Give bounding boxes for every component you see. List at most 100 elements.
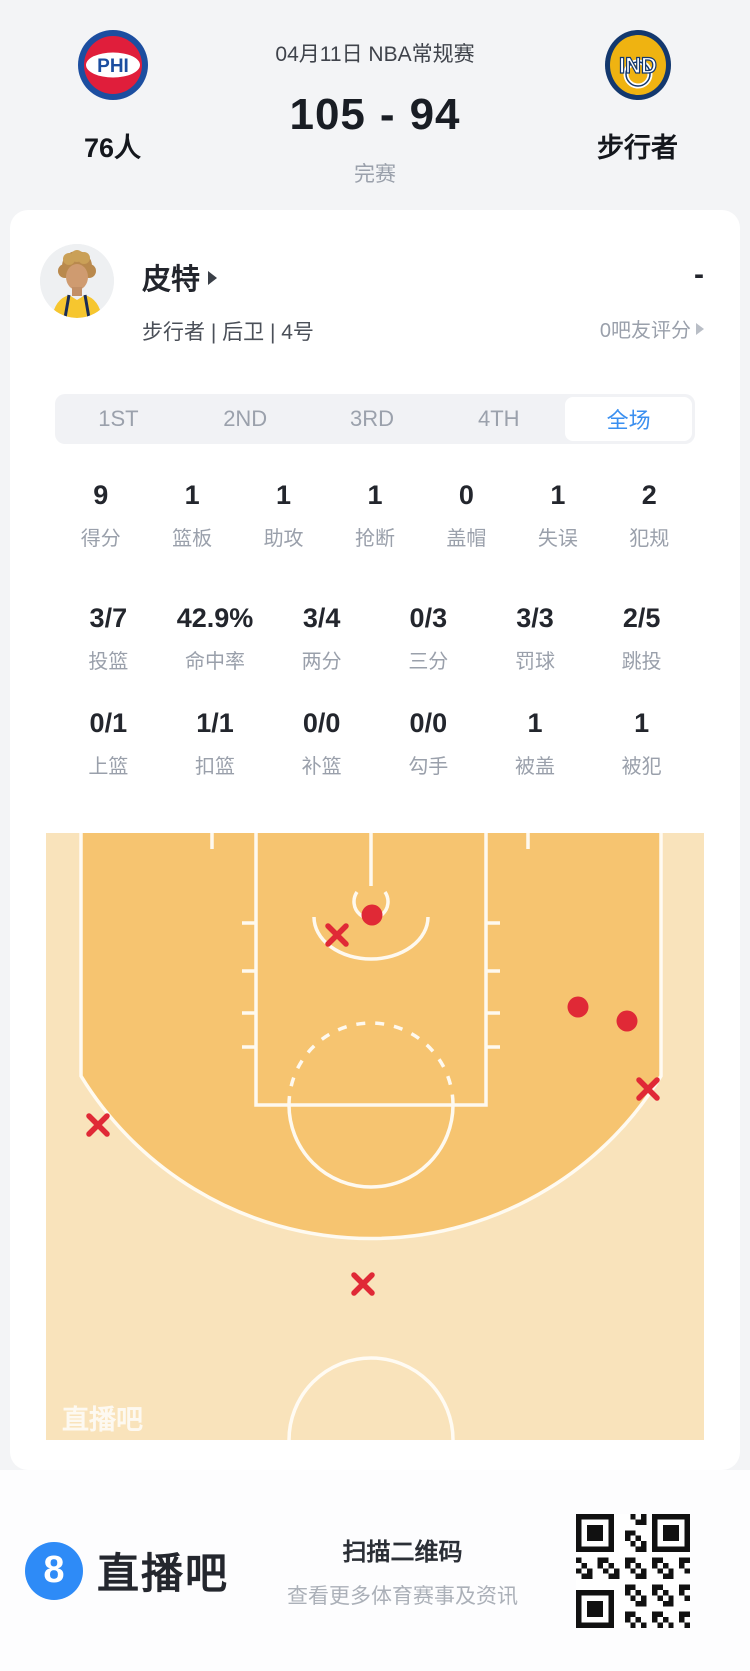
restricted-area-arc [312, 916, 430, 961]
away-team-name: 步行者 [597, 133, 678, 163]
court-watermark: 直播吧 [62, 1405, 143, 1435]
stat-label: 被犯 [621, 756, 662, 778]
away-score: 94 [409, 90, 461, 139]
brand-group[interactable]: 8 直播吧 [25, 1540, 229, 1601]
shot-miss-marker [86, 1113, 110, 1137]
scoreboard: PHI 76人 04月11日 NBA常规赛 105 - 94 完赛 IND 步行… [0, 0, 750, 210]
tab-2nd[interactable]: 2ND [223, 406, 268, 431]
player-header: 皮特 步行者 | 后卫 | 4号 - 0吧友评分 [10, 210, 740, 346]
free-throw-circle-solid [287, 1104, 455, 1189]
stat-label: 助攻 [263, 528, 304, 550]
stat-fg: 3/7 投篮 [55, 603, 162, 674]
stat-fouled: 1 被犯 [588, 708, 695, 779]
player-name: 皮特 [142, 264, 201, 296]
stat-label: 勾手 [408, 756, 449, 778]
match-center: 04月11日 NBA常规赛 105 - 94 完赛 [225, 22, 525, 210]
stat-value: 1 [527, 708, 543, 738]
player-info: 皮特 步行者 | 后卫 | 4号 [142, 244, 314, 346]
stat-value: 1 [634, 708, 650, 738]
stat-blocks: 0 盖帽 [421, 480, 512, 551]
rating-link[interactable]: 0吧友评分 [600, 314, 704, 343]
free-throw-circle-dashed [287, 1021, 455, 1106]
stats-row-detail: 0/1 上篮 1/1 扣篮 0/0 补篮 0/0 勾手 1 被盖 1 被犯 [55, 708, 695, 779]
stat-label: 扣篮 [194, 756, 235, 778]
scan-title: 扫描二维码 [342, 1538, 463, 1566]
stat-value: 42.9% [176, 603, 254, 633]
zhibo8-logo-icon: 8 [25, 1541, 83, 1600]
stats-row-basic: 9 得分 1 篮板 1 助攻 1 抢断 0 盖帽 1 失误 2 犯规 [55, 480, 695, 551]
stat-ft: 3/3 罚球 [482, 603, 589, 674]
stat-points: 9 得分 [55, 480, 146, 551]
rating-value: - [694, 258, 704, 291]
stat-value: 0 [458, 480, 474, 510]
svg-text:PHI: PHI [97, 56, 129, 77]
stat-rebounds: 1 篮板 [146, 480, 237, 551]
tab-1st[interactable]: 1ST [98, 406, 139, 431]
court-inside-arc-area [81, 833, 661, 1239]
ind-team-logo-icon: IND [604, 30, 671, 100]
scan-subtitle: 查看更多体育赛事及资讯 [287, 1584, 518, 1608]
stat-label: 盖帽 [446, 528, 487, 550]
shot-chart: 直播吧 [46, 833, 704, 1441]
tab-3rd[interactable]: 3RD [349, 406, 394, 431]
lane-hash-marks [242, 921, 500, 1049]
stat-value: 2 [641, 480, 657, 510]
stat-fouls: 2 犯规 [604, 480, 695, 551]
away-team[interactable]: IND 步行者 [525, 22, 750, 210]
shot-make-marker [616, 1010, 638, 1032]
rating-block: - 0吧友评分 [600, 244, 704, 343]
stat-value: 3/4 [302, 603, 341, 633]
stat-assists: 1 助攻 [238, 480, 329, 551]
stat-3pt: 0/3 三分 [375, 603, 482, 674]
stat-steals: 1 抢断 [329, 480, 420, 551]
home-score: 105 [289, 90, 366, 139]
stat-value: 0/0 [409, 708, 448, 738]
stat-value: 0/3 [409, 603, 448, 633]
player-name-caret-icon [208, 271, 218, 285]
player-avatar[interactable] [40, 244, 114, 318]
stat-label: 得分 [80, 528, 121, 550]
stat-value: 3/7 [89, 603, 128, 633]
stat-2pt: 3/4 两分 [268, 603, 375, 674]
stats-row-shooting: 3/7 投篮 42.9% 命中率 3/4 两分 0/3 三分 3/3 罚球 2/5 跳投 [55, 603, 695, 674]
stat-label: 罚球 [514, 651, 555, 673]
stat-value: 1 [276, 480, 292, 510]
stat-label: 失误 [537, 528, 578, 550]
player-photo [40, 244, 114, 318]
stat-value: 2/5 [622, 603, 661, 633]
shot-miss-marker [351, 1272, 375, 1296]
center-circle-arc [287, 1356, 455, 1441]
stat-value: 1 [550, 480, 566, 510]
match-status: 完赛 [354, 163, 396, 186]
stat-value: 1/1 [196, 708, 234, 738]
shot-miss-marker [636, 1077, 660, 1101]
player-stats-card: 皮特 步行者 | 后卫 | 4号 - 0吧友评分 1ST 2ND 3RD 4TH… [10, 210, 740, 1470]
scan-block: 扫描二维码 查看更多体育赛事及资讯 [287, 1532, 518, 1610]
home-team-name: 76人 [83, 133, 142, 163]
stat-value: 0/0 [302, 708, 341, 738]
quarter-tabs: 1ST 2ND 3RD 4TH 全场 [55, 394, 695, 444]
score-line: 105 - 94 [289, 90, 460, 140]
baseline-hash-marks [210, 833, 530, 849]
stat-value: 1 [367, 480, 383, 510]
home-team[interactable]: PHI 76人 [0, 22, 225, 210]
tab-4th[interactable]: 4TH [478, 406, 520, 431]
stat-jumpshot: 2/5 跳投 [588, 603, 695, 674]
app-footer: 8 直播吧 扫描二维码 查看更多体育赛事及资讯 [0, 1470, 750, 1671]
stat-label: 跳投 [621, 651, 662, 673]
stat-label: 犯规 [629, 528, 670, 550]
player-name-line[interactable]: 皮特 [142, 256, 314, 298]
score-separator: - [379, 90, 396, 139]
stat-value: 0/1 [89, 708, 128, 738]
lane-lines [254, 833, 488, 1107]
stat-blocked: 1 被盖 [482, 708, 589, 779]
match-title: 04月11日 NBA常规赛 [275, 43, 475, 66]
stat-dunk: 1/1 扣篮 [162, 708, 269, 779]
stat-tip-in: 0/0 补篮 [268, 708, 375, 779]
stat-fg-pct: 42.9% 命中率 [162, 603, 269, 674]
stat-label: 篮板 [172, 528, 213, 550]
rating-caret-icon [696, 323, 704, 335]
tab-full-game[interactable]: 全场 [565, 397, 692, 441]
player-meta: 步行者 | 后卫 | 4号 [142, 321, 314, 344]
shot-markers-layer [86, 904, 660, 1296]
